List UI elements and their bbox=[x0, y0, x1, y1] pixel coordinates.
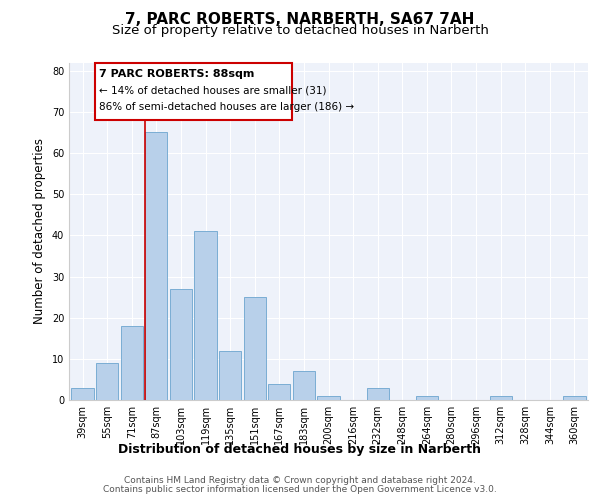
Bar bbox=[219, 350, 241, 400]
Bar bbox=[96, 363, 118, 400]
Bar bbox=[416, 396, 438, 400]
FancyBboxPatch shape bbox=[95, 62, 292, 120]
Text: Contains public sector information licensed under the Open Government Licence v3: Contains public sector information licen… bbox=[103, 485, 497, 494]
Text: Contains HM Land Registry data © Crown copyright and database right 2024.: Contains HM Land Registry data © Crown c… bbox=[124, 476, 476, 485]
Text: Size of property relative to detached houses in Narberth: Size of property relative to detached ho… bbox=[112, 24, 488, 37]
Bar bbox=[490, 396, 512, 400]
Bar bbox=[268, 384, 290, 400]
Bar bbox=[563, 396, 586, 400]
Bar bbox=[244, 297, 266, 400]
Text: 7 PARC ROBERTS: 88sqm: 7 PARC ROBERTS: 88sqm bbox=[98, 68, 254, 78]
Bar bbox=[194, 231, 217, 400]
Bar bbox=[367, 388, 389, 400]
Text: ← 14% of detached houses are smaller (31): ← 14% of detached houses are smaller (31… bbox=[98, 85, 326, 95]
Bar bbox=[293, 371, 315, 400]
Text: Distribution of detached houses by size in Narberth: Distribution of detached houses by size … bbox=[119, 442, 482, 456]
Bar bbox=[317, 396, 340, 400]
Text: 7, PARC ROBERTS, NARBERTH, SA67 7AH: 7, PARC ROBERTS, NARBERTH, SA67 7AH bbox=[125, 12, 475, 28]
Bar bbox=[170, 289, 192, 400]
Y-axis label: Number of detached properties: Number of detached properties bbox=[33, 138, 46, 324]
Text: 86% of semi-detached houses are larger (186) →: 86% of semi-detached houses are larger (… bbox=[98, 102, 353, 112]
Bar bbox=[71, 388, 94, 400]
Bar bbox=[145, 132, 167, 400]
Bar bbox=[121, 326, 143, 400]
